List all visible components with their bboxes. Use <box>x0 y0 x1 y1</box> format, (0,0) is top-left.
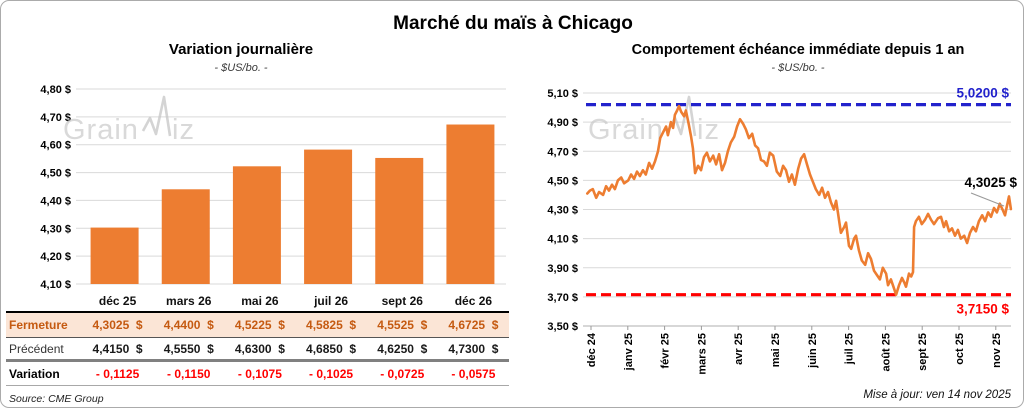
y-tick-label: 4,60 $ <box>40 140 71 152</box>
x-tick-label: oct 25 <box>954 333 966 365</box>
x-tick-label: mars 25 <box>696 333 708 375</box>
x-tick-label: janv 25 <box>623 333 635 371</box>
svg-text:Grain: Grain <box>588 114 664 146</box>
variation-value-cell: - 0,1125 <box>95 366 140 381</box>
y-tick-label: 3,90 $ <box>547 263 578 275</box>
fermeture-value-cell: 4,4400 $ <box>163 318 214 332</box>
y-tick-label: 3,50 $ <box>547 321 578 333</box>
price-line <box>586 104 1013 296</box>
bar-chart: 4,80 $ 4,70 $ 4,60 $ 4,50 $ 4,40 $ 4,30 $ 4,20… <box>40 84 506 291</box>
y-tick-label: 4,70 $ <box>547 146 578 158</box>
precedent-value-cell: 4,4150 $ <box>92 341 143 356</box>
variation-value-cell: - 0,0725 <box>380 366 425 381</box>
source-note: Source: CME Group <box>9 393 104 405</box>
reference-line-label: 3,7150 $ <box>956 302 1009 317</box>
page-title: Marché du maïs à Chicago <box>393 13 633 34</box>
bar <box>375 157 424 284</box>
y-tick-label: 4,80 $ <box>40 84 71 96</box>
table-row-variation: Variation - 0,1125 - 0,1150 - 0,1075 - 0,102… <box>6 362 509 386</box>
row-label: Fermeture <box>9 318 68 332</box>
precedent-value-cell: 4,6300 $ <box>234 341 285 356</box>
table-row-fermeture: Fermeture 4,3025 $ 4,4400 $ 4,5225 $ 4,5825 … <box>6 313 509 338</box>
y-tick-label: 4,90 $ <box>547 117 578 129</box>
x-tick-label: août 25 <box>880 333 892 372</box>
fermeture-value-cell: 4,6725 $ <box>448 318 499 332</box>
month-header-cell: déc 25 <box>98 293 137 308</box>
y-tick-label: 4,10 $ <box>547 234 578 246</box>
reference-line-label: 5,0200 $ <box>956 86 1009 101</box>
table-row-precedent: Précédent 4,4150 $ 4,5550 $ 4,6300 $ 4,6850 … <box>6 338 509 362</box>
bar <box>90 227 139 284</box>
x-tick-label: nov 25 <box>991 333 1003 368</box>
y-tick-label: 4,70 $ <box>40 112 71 124</box>
fermeture-value-cell: 4,5525 $ <box>377 318 428 332</box>
y-tick-label: 4,20 $ <box>40 251 71 263</box>
precedent-value-cell: 4,7300 $ <box>448 341 499 356</box>
fermeture-value-cell: 4,5825 $ <box>306 318 357 332</box>
fermeture-value-cell: 4,3025 $ <box>92 318 143 332</box>
x-tick-label: sept 25 <box>917 333 929 371</box>
fermeture-value-cell: 4,5225 $ <box>234 318 285 332</box>
variation-value-cell: - 0,1075 <box>237 366 282 381</box>
y-tick-label: 4,10 $ <box>40 279 71 291</box>
x-tick-label: févr 25 <box>660 333 672 368</box>
month-header-cell: sept 26 <box>381 293 423 308</box>
month-header-cell: juil 26 <box>314 293 349 308</box>
price-table: déc 25 mars 26 mai 26 juil 26 sept 26 déc 26 F… <box>6 290 509 386</box>
grainwiz-watermark: Grain iz <box>63 95 195 146</box>
precedent-value-cell: 4,6250 $ <box>377 341 428 356</box>
x-tick-label: juin 25 <box>807 333 819 369</box>
bar <box>446 124 495 284</box>
precedent-value-cell: 4,5550 $ <box>163 341 214 356</box>
x-tick-label: juil 25 <box>844 333 856 365</box>
last-price-label: 4,3025 $ <box>964 175 1017 190</box>
callout-leader-line <box>970 192 1005 207</box>
bar-chart-title: Variation journalière <box>168 41 314 58</box>
month-header-cell: mai 26 <box>241 293 279 308</box>
y-tick-label: 4,30 $ <box>40 223 71 235</box>
variation-value-cell: - 0,0575 <box>451 366 496 381</box>
bar <box>232 166 281 284</box>
bar-chart-subtitle: - $US/bo. - <box>214 62 268 74</box>
svg-text:iz: iz <box>172 114 195 146</box>
table-month-header-row: déc 25 mars 26 mai 26 juil 26 sept 26 déc 26 <box>6 290 509 313</box>
y-tick-label: 4,40 $ <box>40 195 71 207</box>
month-header-cell: mars 26 <box>166 293 212 308</box>
watermark-zigzag-icon <box>141 95 172 137</box>
x-tick-label: déc 24 <box>586 332 598 367</box>
y-tick-label: 4,50 $ <box>40 168 71 180</box>
variation-value-cell: - 0,1025 <box>309 366 354 381</box>
bar <box>304 149 353 284</box>
bar <box>161 189 210 284</box>
y-tick-label: 5,10 $ <box>547 88 578 100</box>
y-tick-label: 4,50 $ <box>547 175 578 187</box>
svg-text:Grain: Grain <box>63 114 139 146</box>
row-label: Variation <box>9 366 60 381</box>
y-tick-label: 3,70 $ <box>547 292 578 304</box>
precedent-value-cell: 4,6850 $ <box>306 341 357 356</box>
row-label: Précédent <box>9 341 64 356</box>
month-header-cell: déc 26 <box>454 293 493 308</box>
line-chart-title: Comportement échéance immédiate depuis 1… <box>631 42 965 58</box>
x-tick-label: mai 25 <box>770 333 782 367</box>
y-tick-label: 4,30 $ <box>547 205 578 217</box>
updated-note: Mise à jour: ven 14 nov 2025 <box>863 389 1011 401</box>
line-chart-subtitle: - $US/bo. - <box>771 62 825 74</box>
x-tick-label: avr 25 <box>733 333 745 365</box>
svg-text:iz: iz <box>697 114 720 146</box>
line-chart: 5,10 $ 4,90 $ 4,70 $ 4,50 $ 4,30 $ 4,10 $ 3,90… <box>547 86 1017 375</box>
variation-value-cell: - 0,1150 <box>167 366 211 381</box>
